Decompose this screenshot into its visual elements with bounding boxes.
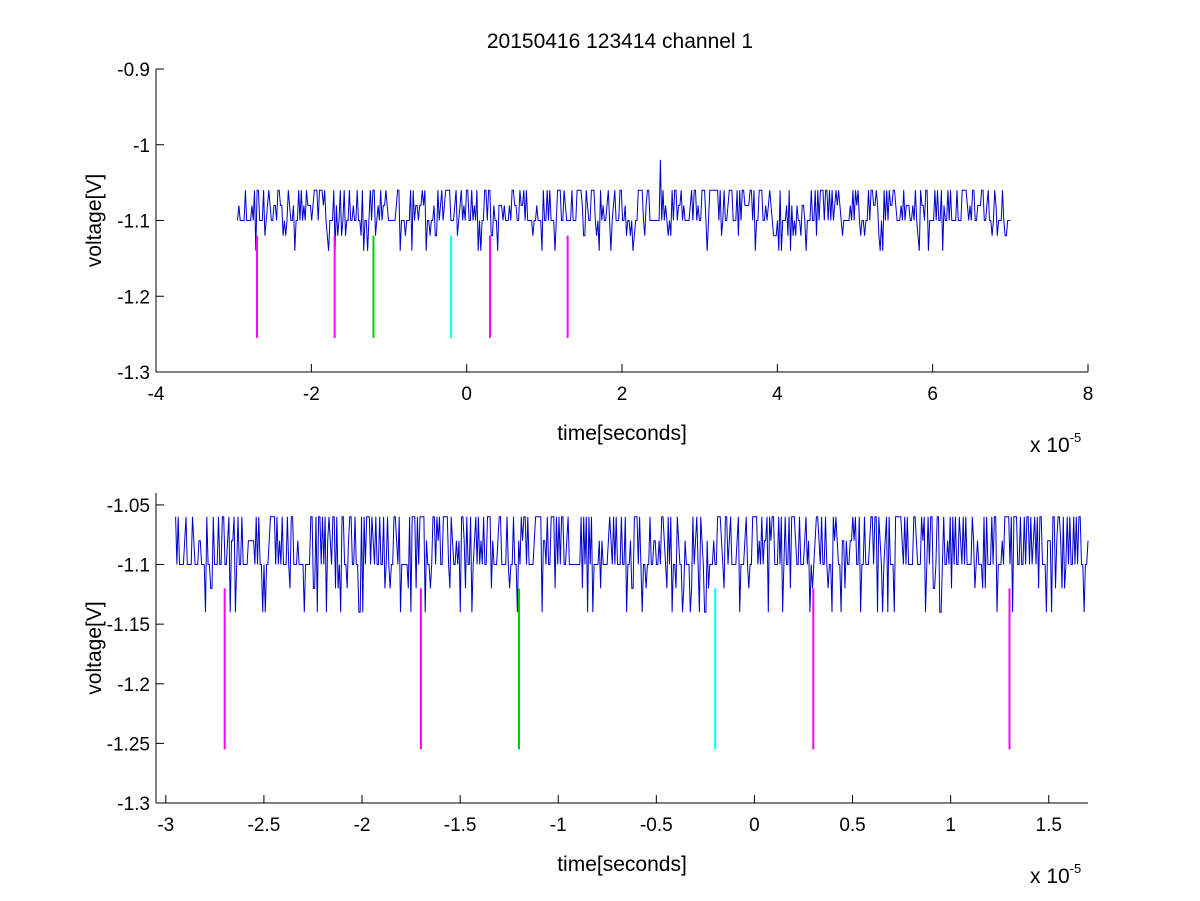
- bottom-x-tick-label: 0.5: [839, 815, 865, 836]
- bottom-voltage-trace: [175, 516, 1089, 613]
- bottom-plot-panel: -3 -2.5 -2 -1.5 -1 -0.5 0 0.5 1 1.5 -1.3 -1.25 -1.2 -…: [83, 493, 1089, 888]
- bottom-y-tick-label: -1.1: [117, 556, 150, 577]
- top-x-tick-label: -4: [148, 384, 165, 405]
- top-marker-layer: [255, 235, 569, 338]
- bottom-x-tick-label: -0.5: [640, 815, 673, 836]
- top-trace-layer: [237, 159, 1011, 251]
- bottom-x-multiplier: x 10-5: [1030, 861, 1081, 888]
- top-x-multiplier-base: x 10: [1030, 434, 1070, 457]
- top-y-tick-label: -1.3: [117, 363, 150, 384]
- top-x-tick-label: 6: [927, 384, 938, 405]
- bottom-y-tick-label: -1.15: [107, 615, 150, 636]
- bottom-y-tick-label: -1.05: [107, 496, 150, 517]
- bottom-axes: [155, 493, 1088, 804]
- bottom-trace-layer: [175, 516, 1089, 613]
- bottom-ticks: -3 -2.5 -2 -1.5 -1 -0.5 0 0.5 1 1.5 -1.3 -1.25 -1.2 -…: [107, 496, 1062, 836]
- top-y-tick-label: -1: [133, 136, 150, 157]
- chart-title: 20150416 123414 channel 1: [487, 30, 753, 53]
- bottom-x-tick-label: -2: [354, 815, 371, 836]
- top-voltage-trace: [237, 159, 1011, 251]
- top-y-tick-label: -1.1: [117, 212, 150, 233]
- bottom-y-tick-label: -1.25: [107, 734, 150, 755]
- top-x-tick-label: 0: [461, 384, 472, 405]
- top-x-tick-label: 4: [772, 384, 783, 405]
- bottom-x-tick-label: -3: [157, 815, 174, 836]
- bottom-x-multiplier-base: x 10: [1030, 865, 1070, 888]
- top-x-multiplier: x 10-5: [1030, 430, 1081, 457]
- top-xlabel: time[seconds]: [557, 422, 687, 445]
- top-y-tick-label: -0.9: [117, 60, 150, 81]
- bottom-x-tick-label: 1: [945, 815, 956, 836]
- top-x-multiplier-exponent: -5: [1070, 430, 1082, 445]
- bottom-x-tick-label: -1: [550, 815, 567, 836]
- bottom-ylabel: voltage[V]: [83, 601, 106, 694]
- top-y-tick-label: -1.2: [117, 287, 150, 308]
- bottom-x-tick-label: -2.5: [248, 815, 281, 836]
- bottom-x-tick-label: 0: [749, 815, 760, 836]
- bottom-y-tick-label: -1.3: [117, 794, 150, 815]
- top-plot-panel: -4 -2 0 2 4 6 8 -1.3 -1.2 -1.1 -1 -0.9 time[seconds…: [83, 60, 1093, 457]
- top-x-tick-label: -2: [303, 384, 320, 405]
- bottom-y-tick-label: -1.2: [117, 675, 150, 696]
- bottom-x-tick-label: -1.5: [444, 815, 477, 836]
- bottom-x-multiplier-exponent: -5: [1070, 861, 1082, 876]
- bottom-x-tick-label: 1.5: [1036, 815, 1062, 836]
- bottom-xlabel: time[seconds]: [557, 853, 687, 876]
- top-ylabel: voltage[V]: [83, 174, 106, 267]
- top-ticks: -4 -2 0 2 4 6 8 -1.3 -1.2 -1.1 -1 -0.9: [117, 60, 1093, 405]
- top-x-tick-label: 2: [617, 384, 628, 405]
- bottom-marker-layer: [223, 588, 1011, 750]
- top-x-tick-label: 8: [1083, 384, 1094, 405]
